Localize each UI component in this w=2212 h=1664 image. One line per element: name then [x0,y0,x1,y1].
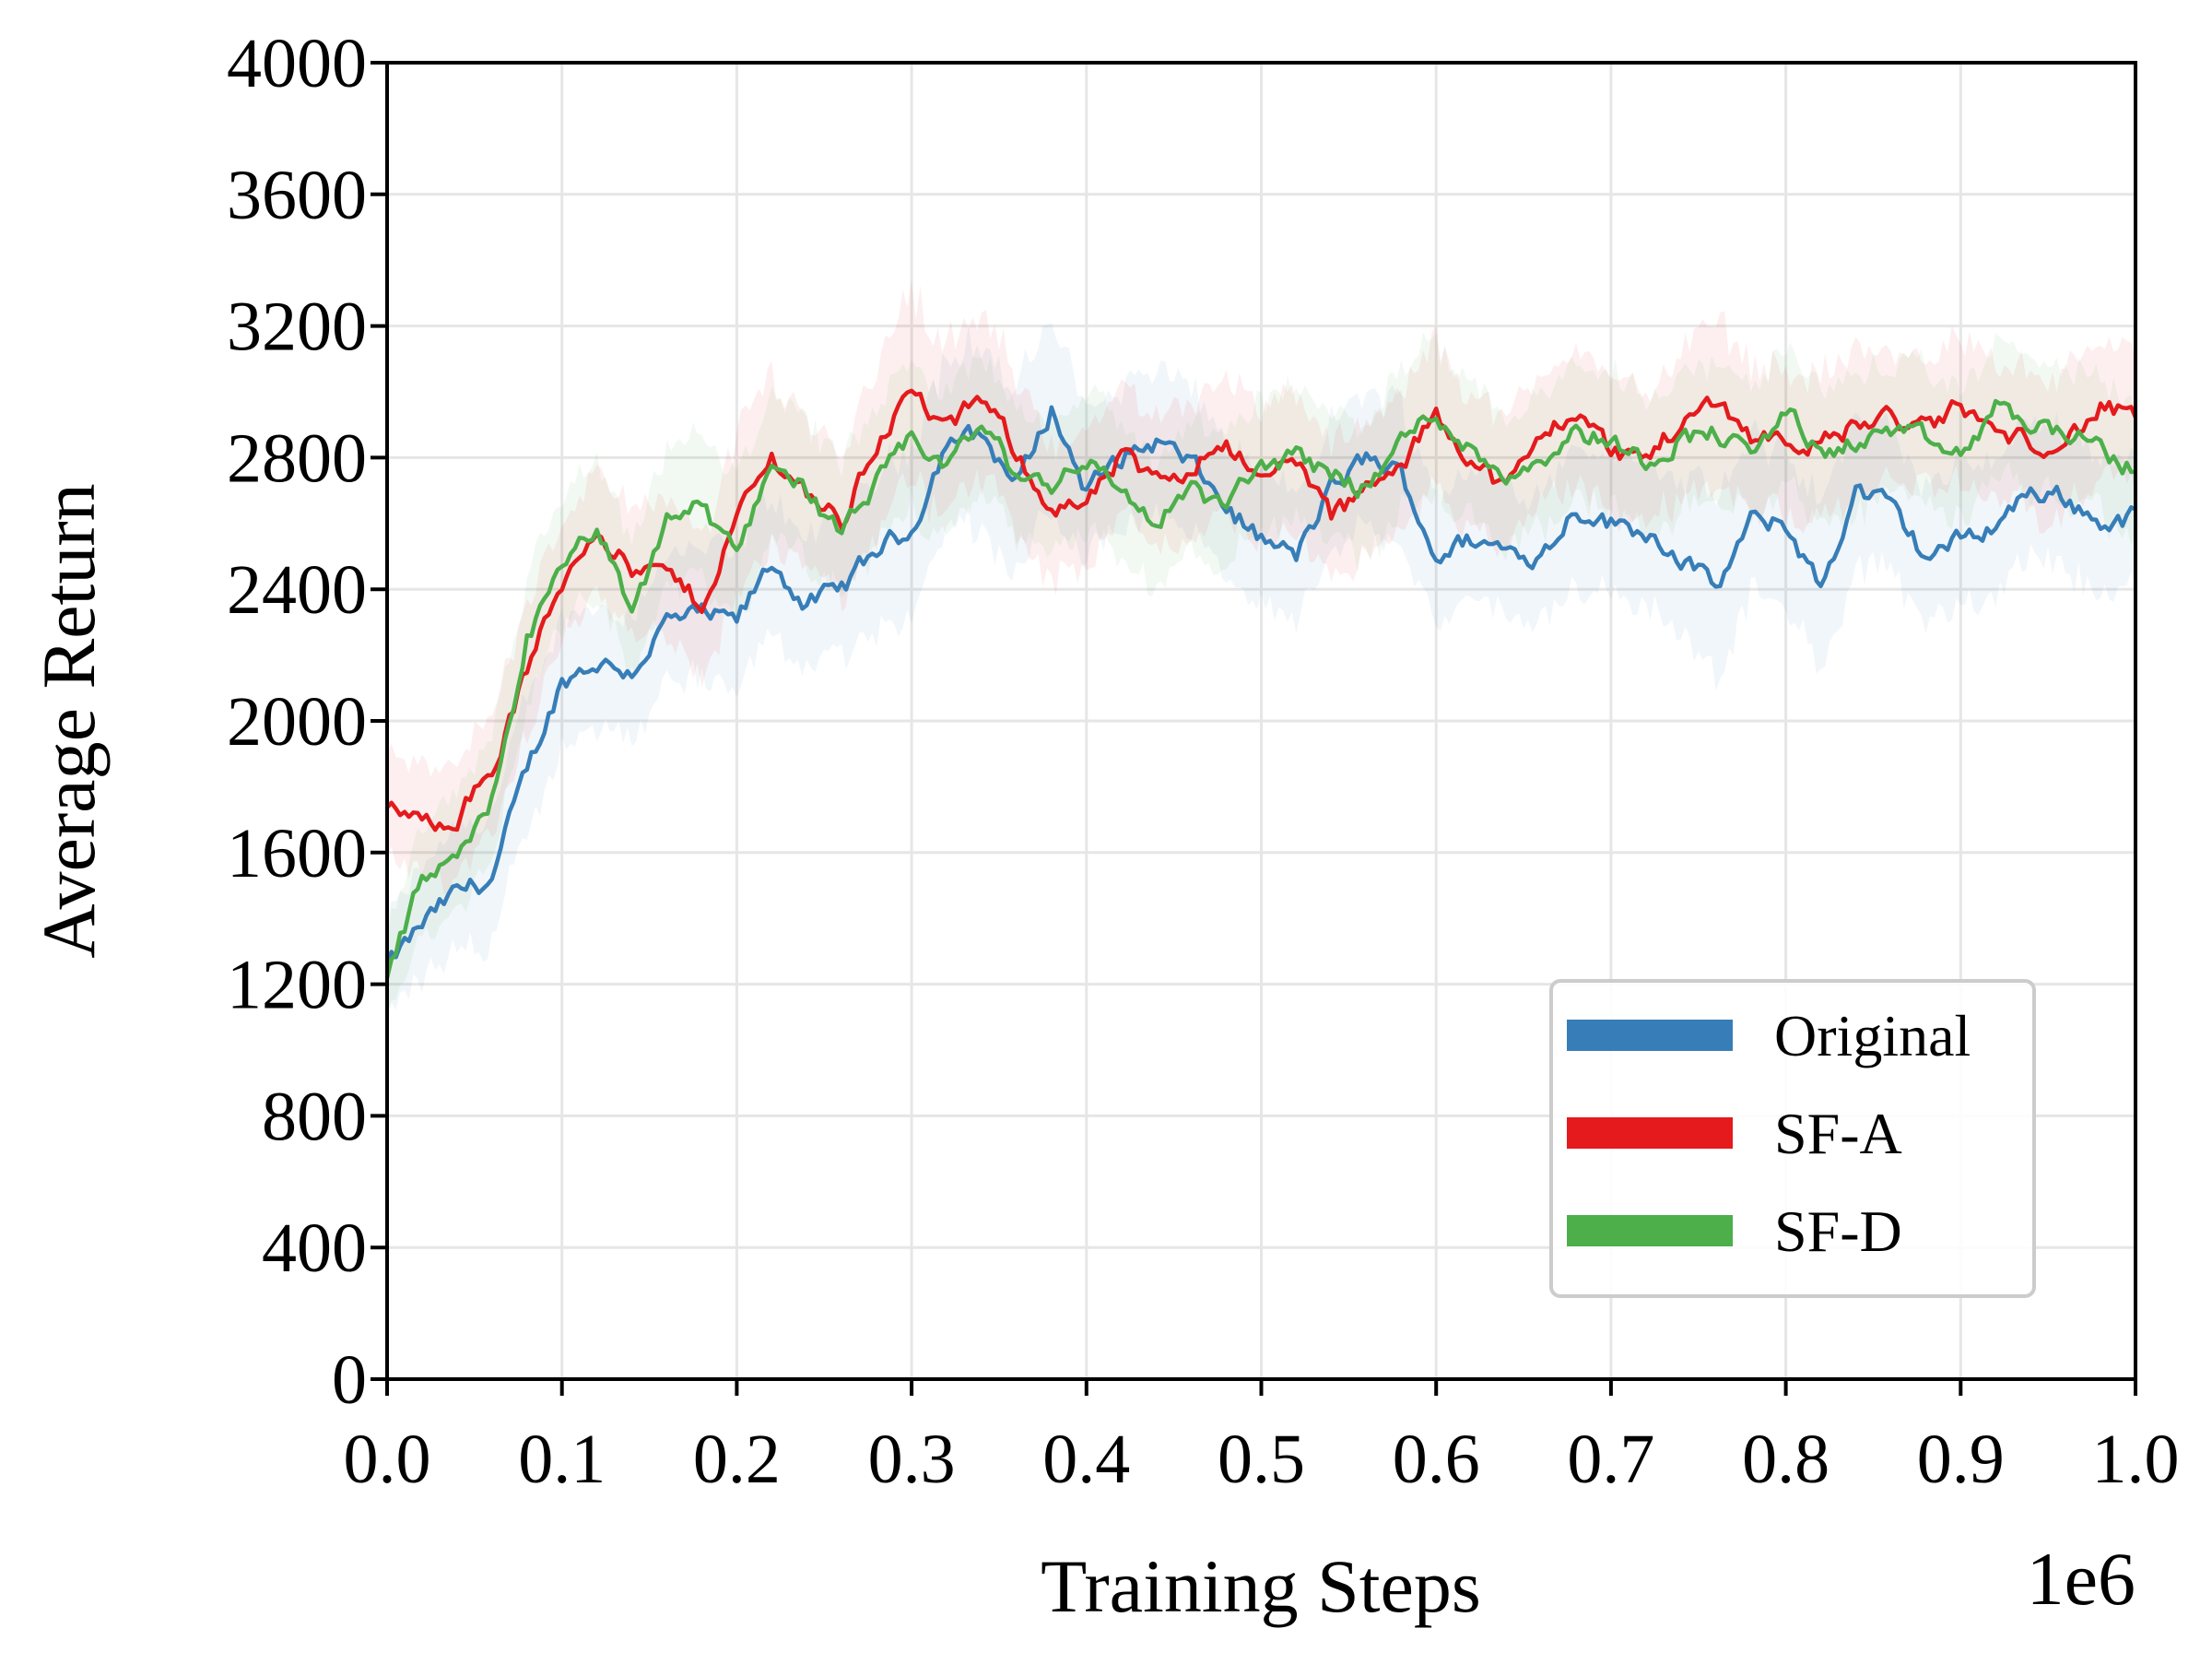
legend-label-sf-d: SF-D [1774,1198,1902,1264]
y-axis-title: Average Return [27,483,111,958]
confidence-band-sf-d [387,332,2136,1021]
x-tick-label: 0.9 [1917,1421,2005,1498]
y-tick-label: 3200 [227,289,367,366]
x-tick-label: 0.1 [518,1421,606,1498]
x-tick-label: 0.7 [1567,1421,1654,1498]
x-tick-label: 0.4 [1042,1421,1130,1498]
legend-swatch-original [1567,1020,1733,1051]
x-tick-label: 0.6 [1393,1421,1480,1498]
y-tick-label: 1600 [227,815,367,892]
series-line-sf-a [385,388,2138,832]
x-tick-label: 0.3 [868,1421,956,1498]
x-tick-label: 0.8 [1742,1421,1830,1498]
legend-label-sf-a: SF-A [1774,1101,1902,1166]
series-line-original [384,405,2136,966]
y-tick-label: 2000 [227,683,367,761]
legend-items: Original SF-A SF-D [1567,1003,1971,1264]
legend: Original SF-A SF-D [1549,979,2036,1298]
y-tick-label: 2800 [227,419,367,497]
legend-swatch-sf-a [1567,1117,1733,1149]
y-tick-label: 3600 [227,157,367,234]
x-tick-label: 0.0 [344,1421,431,1498]
x-tick-label: 0.2 [693,1421,781,1498]
series-line-layer [384,388,2138,979]
x-axis-title: Training Steps [1041,1544,1481,1628]
x-axis-offset-label: 1e6 [2027,1537,2136,1621]
legend-label-original: Original [1774,1003,1971,1068]
tick-layer: 0.0 0.1 0.2 0.3 0.4 0.5 0.6 0.7 0.8 0.9 1.0 0 400 800… [227,25,2180,1498]
legend-swatch-sf-d [1567,1215,1733,1246]
series-line-sf-d [384,398,2136,979]
x-tick-label: 0.5 [1218,1421,1305,1498]
y-tick-label: 400 [262,1210,367,1287]
y-tick-label: 800 [262,1078,367,1155]
y-tick-label: 1200 [227,947,367,1024]
y-tick-label: 2400 [227,551,367,629]
x-tick-label: 1.0 [2092,1421,2180,1498]
confidence-band-original [387,323,2136,1014]
y-tick-label: 0 [332,1341,367,1419]
y-tick-label: 4000 [227,25,367,102]
